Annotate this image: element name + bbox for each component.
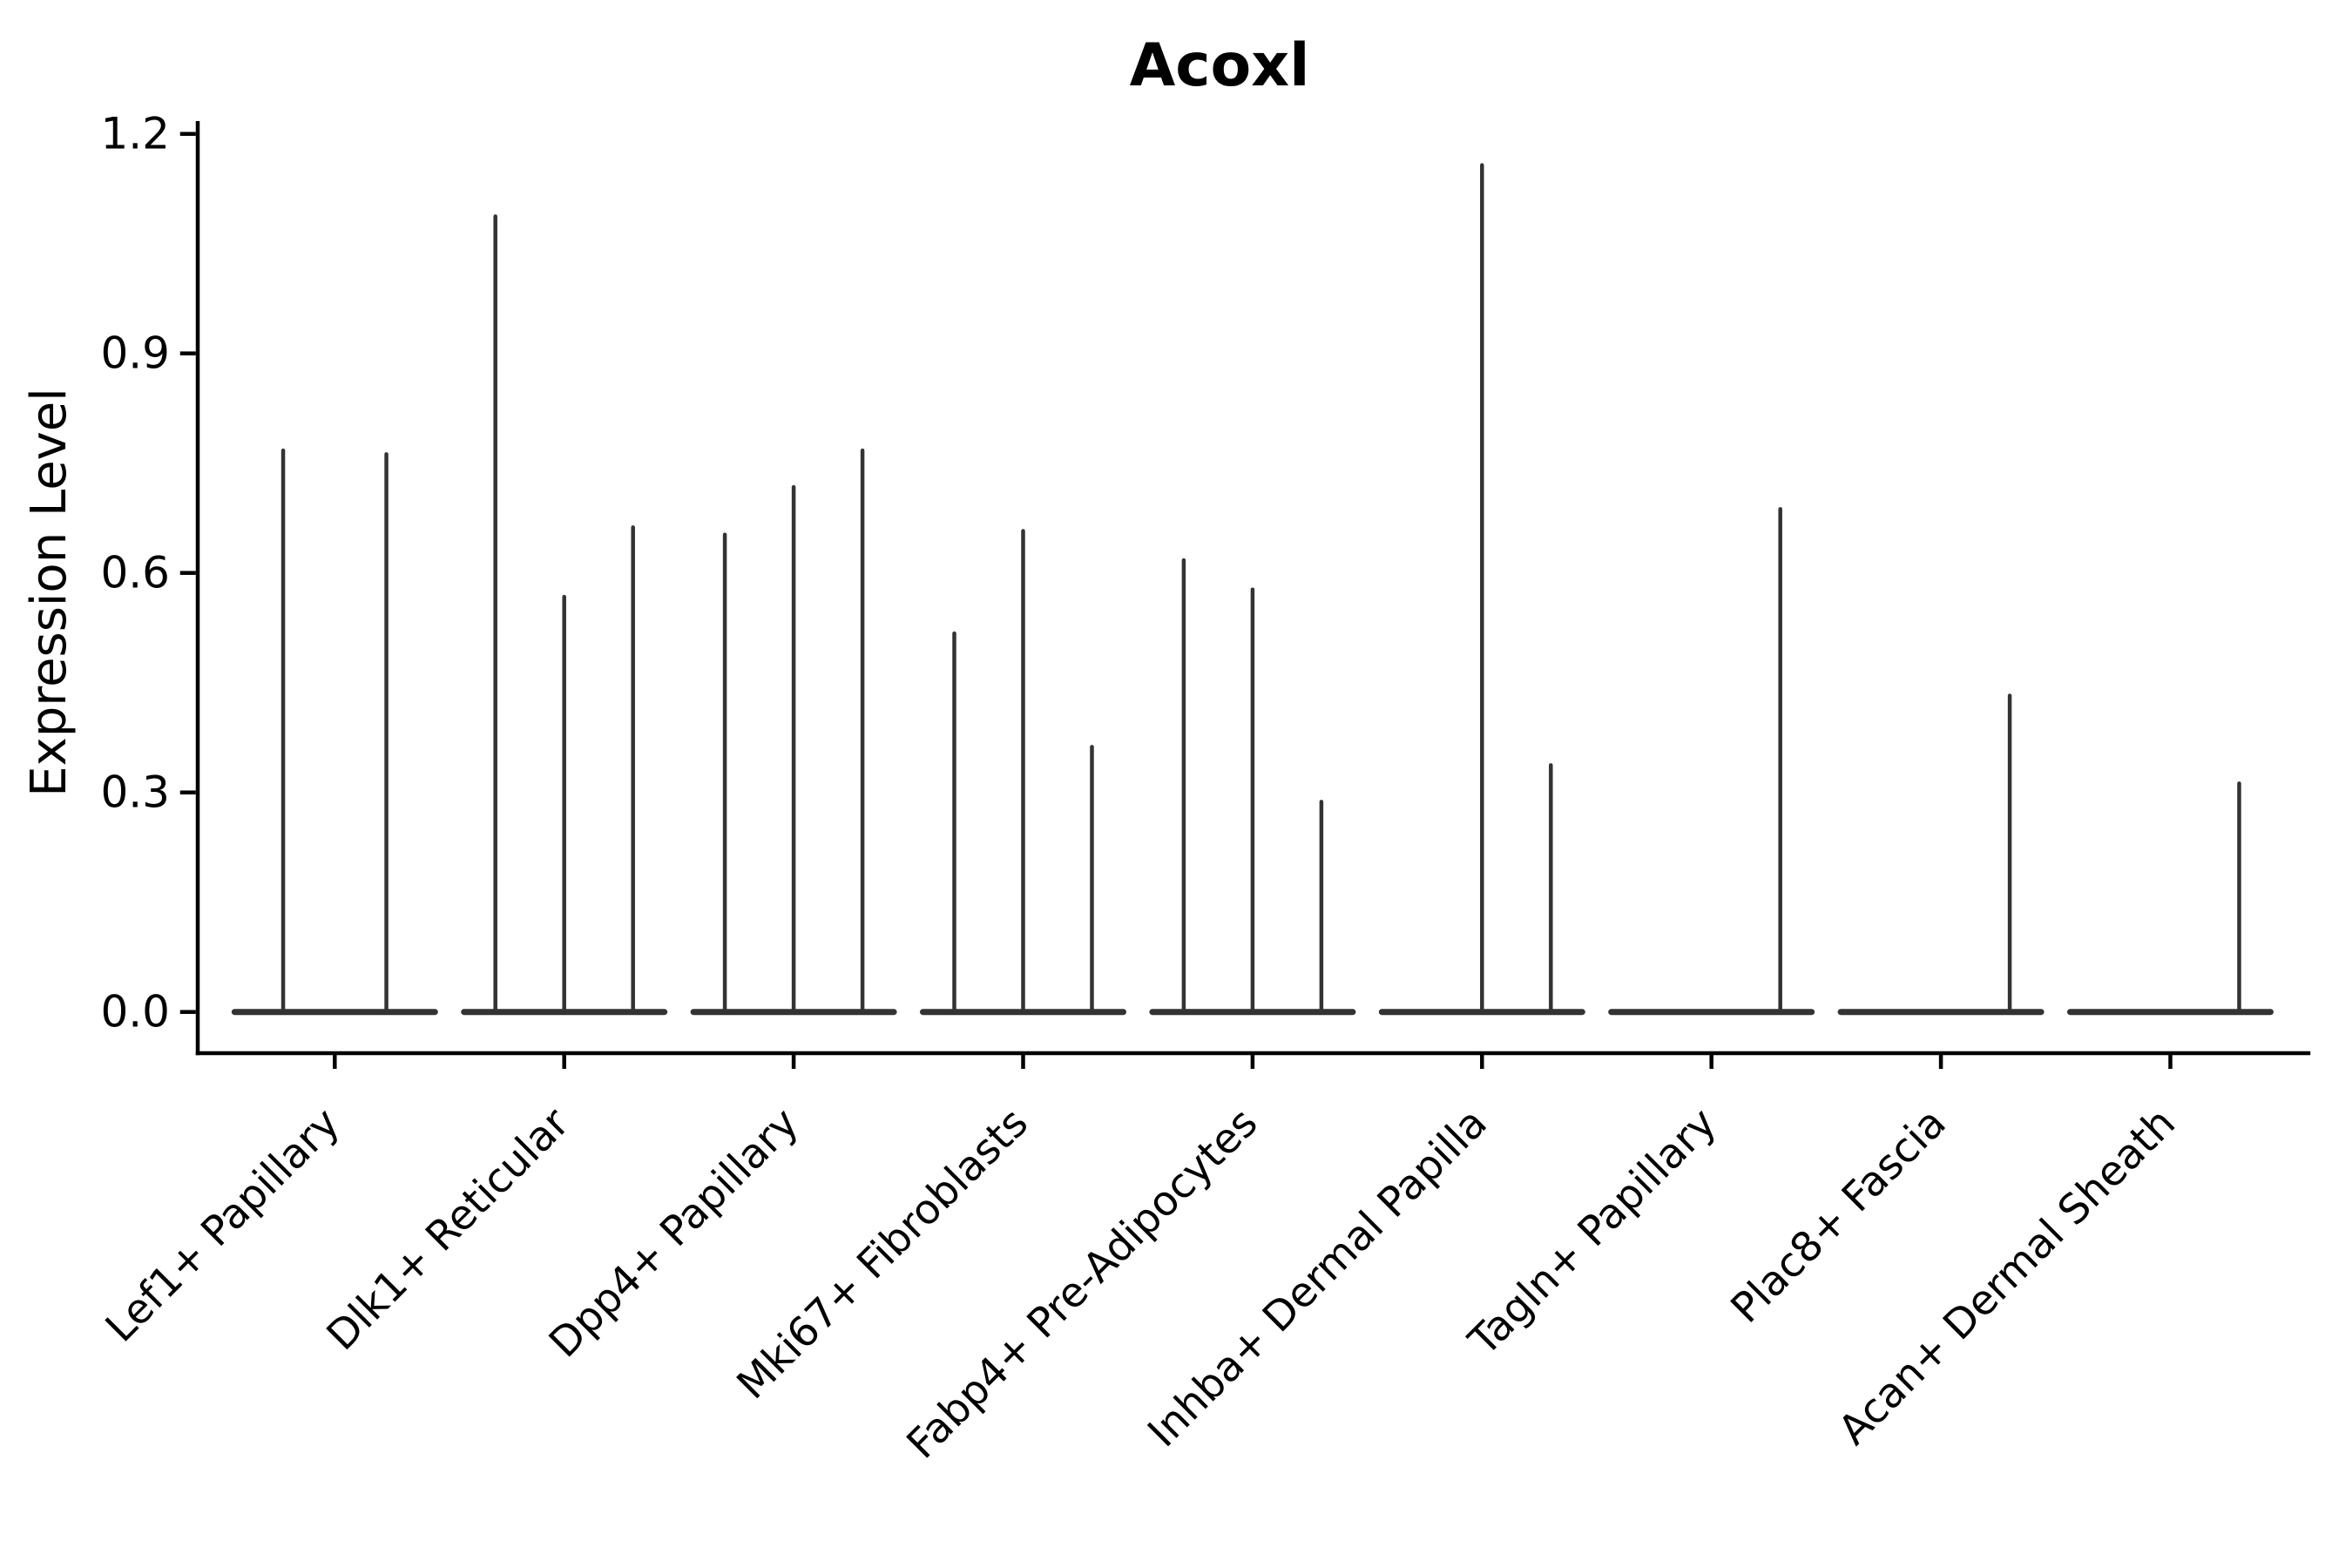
y-tick-mark	[179, 132, 196, 136]
x-category-label: Dpp4+ Papillary	[540, 1099, 808, 1368]
y-tick-mark	[179, 351, 196, 355]
violin-spike	[384, 452, 389, 1014]
violin-spike	[493, 214, 497, 1014]
x-tick-mark	[1938, 1053, 1943, 1069]
x-category-label: Lef1+ Papillary	[97, 1099, 349, 1352]
violin-spike	[1250, 587, 1255, 1014]
x-tick-mark	[2168, 1053, 2173, 1069]
x-category-label: Tagln+ Papillary	[1459, 1099, 1726, 1366]
violin-spike	[1778, 507, 1782, 1014]
y-tick-label: 0.6	[100, 548, 170, 598]
x-tick-mark	[1480, 1053, 1484, 1069]
y-axis-label: Expression Level	[21, 388, 78, 797]
x-tick-mark	[1250, 1053, 1255, 1069]
violins-layer	[231, 163, 2274, 1016]
x-tick-mark	[791, 1053, 796, 1069]
chart-title: Acoxl	[1130, 31, 1310, 100]
y-tick-label: 0.0	[100, 987, 170, 1037]
x-tick-mark	[1709, 1053, 1713, 1069]
x-tick-mark	[562, 1053, 566, 1069]
violin-spike	[1480, 163, 1484, 1014]
violin-spike	[791, 484, 796, 1014]
violin-spike	[1021, 529, 1025, 1014]
y-tick-mark	[179, 1010, 196, 1014]
x-category-label: Plac8+ Fascia	[1722, 1099, 1956, 1333]
violin-base	[2067, 1009, 2274, 1016]
y-tick-mark	[179, 571, 196, 575]
violin-spike	[1319, 800, 1324, 1014]
y-tick-label: 0.9	[100, 328, 170, 379]
violin-spike	[2237, 781, 2241, 1014]
violin-spike	[562, 594, 566, 1014]
violin-spike	[280, 448, 286, 1014]
violin-base	[231, 1009, 438, 1016]
violin-base	[1837, 1009, 2044, 1016]
y-tick-label: 1.2	[100, 109, 170, 159]
x-tick-mark	[333, 1053, 337, 1069]
violin-spike	[952, 631, 956, 1014]
y-tick-label: 0.3	[100, 767, 170, 818]
x-category-label: Dlk1+ Reticular	[318, 1098, 579, 1360]
violin-spike	[631, 525, 635, 1014]
violin-spike	[722, 532, 727, 1014]
y-axis-spine	[195, 121, 200, 1056]
x-tick-mark	[1021, 1053, 1025, 1069]
y-tick-mark	[179, 790, 196, 794]
violin-spike	[2007, 693, 2012, 1014]
violin-spike	[1181, 558, 1186, 1014]
violin-base	[1608, 1009, 1815, 1016]
violin-spike	[1090, 745, 1094, 1014]
violin-spike	[860, 448, 865, 1014]
violin-spike	[1549, 763, 1553, 1014]
